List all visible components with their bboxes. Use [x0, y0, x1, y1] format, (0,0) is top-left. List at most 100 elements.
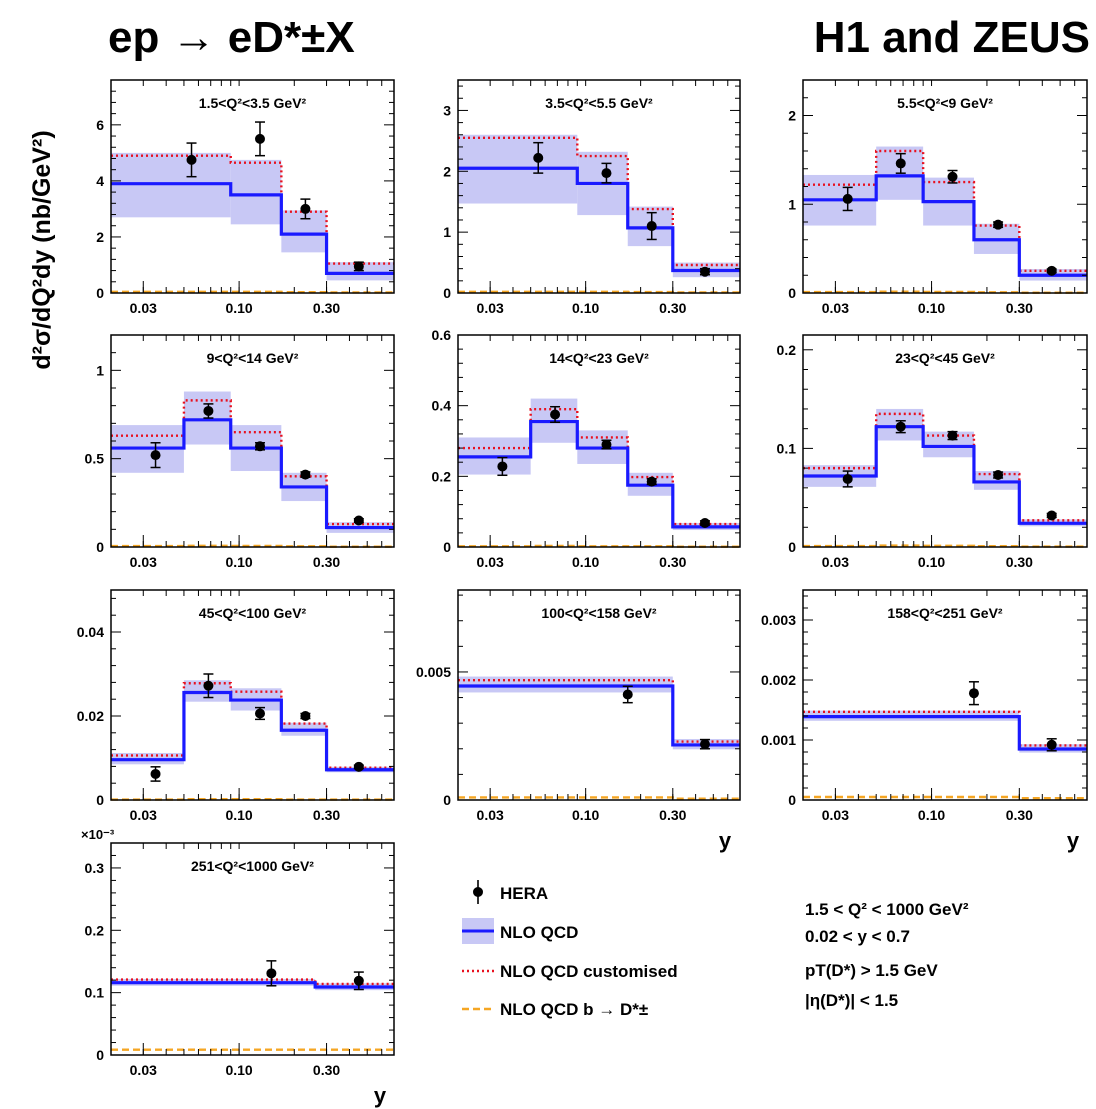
y-tick-label: 4 — [96, 173, 104, 189]
data-marker — [601, 439, 612, 450]
x-tick-label: 0.30 — [1006, 807, 1033, 823]
nlo-line — [458, 166, 740, 273]
data-marker — [203, 680, 214, 691]
nlo-line — [803, 715, 1087, 751]
y-tick-label: 1 — [788, 196, 796, 212]
data-marker — [895, 158, 906, 169]
x-axis-title-row3-right: y — [1067, 828, 1080, 853]
nlo-line — [111, 690, 394, 772]
data-marker — [186, 154, 197, 165]
panel-frame — [802, 334, 1088, 548]
data-marker — [1046, 739, 1057, 750]
data-marker — [300, 203, 311, 214]
x-tick-label: 0.10 — [225, 554, 252, 570]
legend-beauty-label: NLO QCD b → D*± — [500, 1000, 648, 1019]
legend-hera-label: HERA — [500, 884, 548, 903]
data-point — [300, 711, 311, 721]
panel-q2-label: 5.5<Q²<9 GeV² — [897, 95, 993, 111]
data-point — [622, 685, 633, 704]
panel-q2-label: 1.5<Q²<3.5 GeV² — [199, 95, 307, 111]
data-point — [968, 681, 979, 706]
y-tick-label: 0.001 — [761, 732, 796, 748]
y-tick-label: 0 — [443, 285, 451, 301]
data-point — [353, 261, 364, 272]
x-tick-label: 0.10 — [225, 1062, 252, 1078]
x-tick-label: 0.03 — [822, 554, 849, 570]
legend-nlo-label: NLO QCD — [500, 923, 578, 942]
nlo-b-line — [803, 290, 1087, 294]
data-marker — [968, 688, 979, 699]
y-tick-label: 0.04 — [77, 624, 104, 640]
data-point — [186, 142, 197, 178]
y-tick-label: 2 — [443, 163, 451, 179]
data-point — [353, 515, 364, 526]
x-tick-label: 0.03 — [130, 1062, 157, 1078]
panel-q2-label: 14<Q²<23 GeV² — [549, 350, 649, 366]
x-tick-label: 0.10 — [918, 554, 945, 570]
x-tick-label: 0.10 — [918, 807, 945, 823]
data-point — [1046, 265, 1057, 276]
data-point — [533, 141, 544, 174]
x-tick-label: 0.03 — [477, 300, 504, 316]
panel-8: 0 0.005 0.03 0.10 0.30 100<Q²<158 GeV² — [416, 589, 741, 823]
data-marker — [150, 768, 161, 779]
y-tick-label: 6 — [96, 117, 104, 133]
cut-pt: pT(D*) > 1.5 GeV — [805, 961, 938, 980]
nlo-b-line — [803, 795, 1087, 800]
data-point — [254, 706, 265, 721]
x-tick-label: 0.03 — [130, 554, 157, 570]
y-tick-label: 0.6 — [432, 327, 452, 343]
data-marker — [699, 517, 710, 528]
data-marker — [947, 430, 958, 441]
cut-eta: |η(D*)| < 1.5 — [805, 991, 898, 1010]
x-tick-label: 0.03 — [477, 807, 504, 823]
nlo-b-line — [803, 544, 1087, 548]
data-marker — [993, 470, 1004, 481]
panel-6: 0 0.1 0.2 0.03 0.10 0.30 23<Q²<45 GeV² — [777, 334, 1088, 570]
data-point — [895, 152, 906, 174]
data-point — [353, 761, 364, 772]
legend-hera-marker — [473, 880, 483, 904]
data-point — [601, 162, 612, 184]
data-marker — [699, 266, 710, 277]
data-marker — [646, 476, 657, 487]
y-tick-label: 0 — [788, 539, 796, 555]
panel-q2-label: 23<Q²<45 GeV² — [895, 350, 995, 366]
data-point — [947, 430, 958, 441]
data-point — [646, 211, 657, 241]
legend: HERA NLO QCD NLO QCD customised NLO QCD … — [462, 880, 678, 1019]
data-marker — [646, 221, 657, 232]
y-tick-label: 1 — [96, 362, 104, 378]
data-marker — [550, 409, 561, 420]
x-tick-label: 0.10 — [225, 300, 252, 316]
y-tick-label: 0 — [443, 792, 451, 808]
y-tick-label: 0 — [788, 792, 796, 808]
data-point — [1046, 738, 1057, 752]
x-tick-label: 0.10 — [918, 300, 945, 316]
data-marker — [533, 152, 544, 163]
x-tick-label: 0.10 — [225, 807, 252, 823]
x-tick-label: 0.30 — [313, 1062, 340, 1078]
data-marker — [842, 473, 853, 484]
y-tick-label: 0.2 — [85, 922, 105, 938]
data-point — [947, 169, 958, 184]
y-tick-label: 0.02 — [77, 708, 104, 724]
data-point — [150, 442, 161, 469]
data-marker — [254, 708, 265, 719]
y-tick-label: 0.1 — [85, 985, 105, 1001]
figure-title-right: H1 and ZEUS — [814, 13, 1090, 62]
y-tick-label: 0 — [443, 539, 451, 555]
panel-frame — [110, 842, 395, 1056]
nlo-band-bin — [281, 210, 327, 253]
x-tick-label: 0.30 — [659, 554, 686, 570]
data-point — [895, 420, 906, 434]
data-point — [266, 960, 277, 987]
data-marker — [300, 711, 311, 721]
panel-q2-label: 251<Q²<1000 GeV² — [191, 858, 314, 874]
nlo-line — [111, 981, 394, 989]
data-point — [699, 738, 710, 750]
data-point — [993, 470, 1004, 481]
panel-frame — [457, 79, 741, 294]
nlo-line — [111, 182, 394, 275]
